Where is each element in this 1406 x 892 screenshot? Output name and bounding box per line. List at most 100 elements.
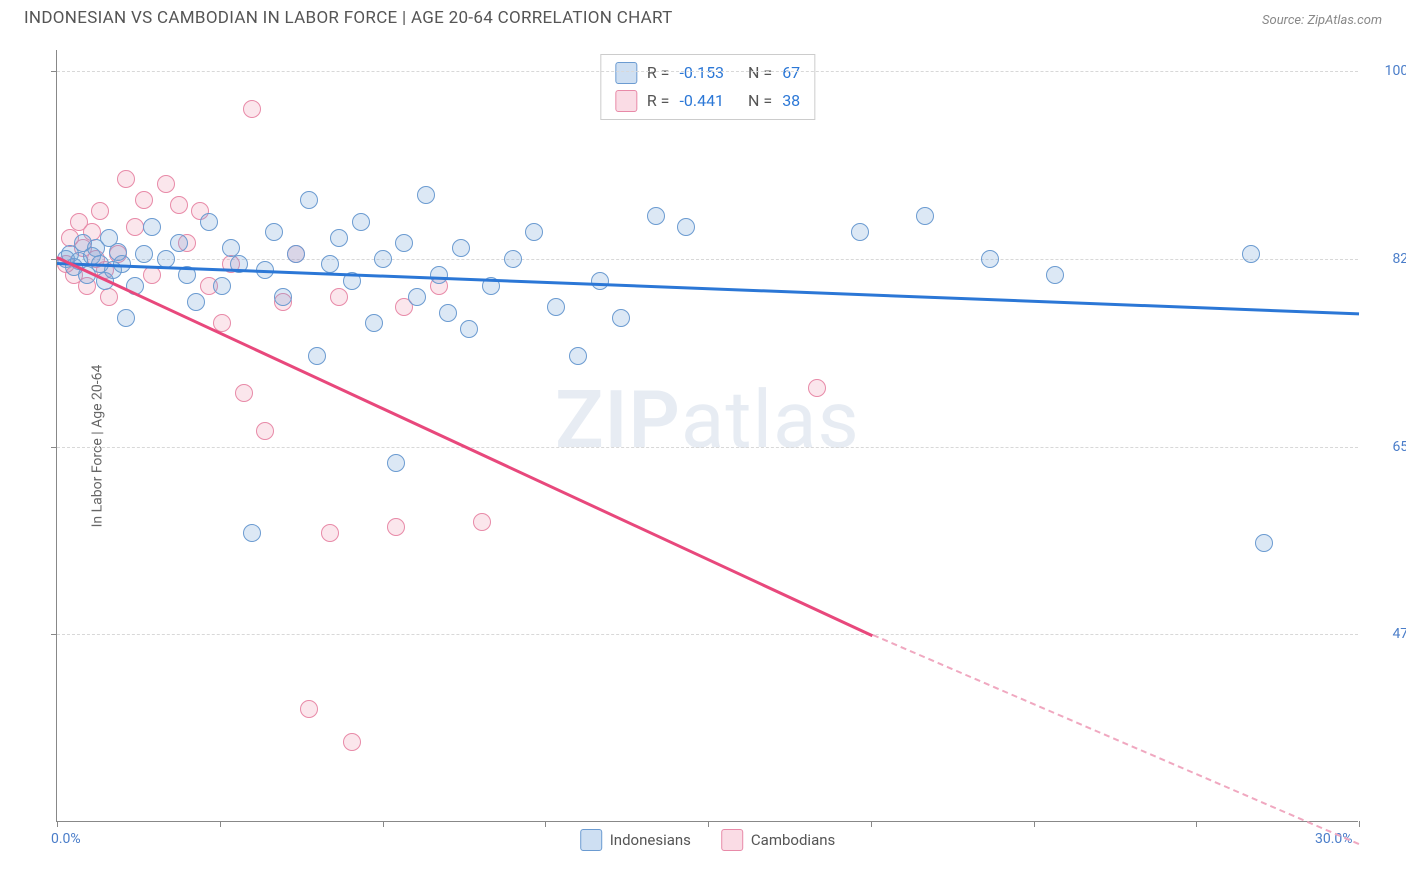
x-tick <box>1034 821 1035 827</box>
data-point <box>430 266 448 284</box>
gridline <box>57 634 1358 635</box>
data-point <box>213 277 231 295</box>
gridline <box>57 447 1358 448</box>
data-point <box>417 186 435 204</box>
data-point <box>525 223 543 241</box>
x-tick <box>1196 821 1197 827</box>
data-point <box>170 196 188 214</box>
x-tick <box>57 821 58 827</box>
data-point <box>330 229 348 247</box>
series-legend: Indonesians Cambodians <box>580 829 836 851</box>
r-label: R = <box>647 59 670 87</box>
data-point <box>395 234 413 252</box>
y-tick <box>51 71 57 72</box>
data-point <box>287 245 305 263</box>
data-point <box>300 700 318 718</box>
data-point <box>91 202 109 220</box>
swatch-blue-icon <box>615 62 637 84</box>
gridline <box>57 259 1358 260</box>
data-point <box>135 191 153 209</box>
swatch-pink-icon <box>615 90 637 112</box>
data-point <box>100 288 118 306</box>
n-value-cambodians: 38 <box>782 87 800 115</box>
gridline <box>57 71 1358 72</box>
data-point <box>143 218 161 236</box>
legend-item-cambodians: Cambodians <box>721 829 835 851</box>
data-point <box>452 239 470 257</box>
data-point <box>387 454 405 472</box>
legend-row-cambodians: R = -0.441 N = 38 <box>615 87 800 115</box>
data-point <box>352 213 370 231</box>
x-tick <box>871 821 872 827</box>
data-point <box>157 175 175 193</box>
r-value-cambodians: -0.441 <box>679 87 724 115</box>
r-value-indonesians: -0.153 <box>679 59 724 87</box>
y-tick <box>51 447 57 448</box>
swatch-blue-icon <box>580 829 602 851</box>
scatter-plot-area: ZIPatlas R = -0.153 N = 67 R = -0.441 N … <box>56 50 1358 822</box>
data-point <box>308 347 326 365</box>
data-point <box>981 250 999 268</box>
data-point <box>343 733 361 751</box>
legend-item-indonesians: Indonesians <box>580 829 691 851</box>
data-point <box>274 288 292 306</box>
data-point <box>1046 266 1064 284</box>
data-point <box>135 245 153 263</box>
data-point <box>547 298 565 316</box>
data-point <box>170 234 188 252</box>
data-point <box>569 347 587 365</box>
r-label: R = <box>647 87 670 115</box>
data-point <box>243 100 261 118</box>
source-value: ZipAtlas.com <box>1307 13 1382 28</box>
chart-title: INDONESIAN VS CAMBODIAN IN LABOR FORCE |… <box>24 8 673 28</box>
data-point <box>1242 245 1260 263</box>
data-point <box>265 223 283 241</box>
data-point <box>143 266 161 284</box>
n-label: N = <box>748 59 772 87</box>
data-point <box>647 207 665 225</box>
trend-line <box>57 262 1359 315</box>
data-point <box>916 207 934 225</box>
source-label: Source: <box>1262 13 1307 28</box>
source-attribution: Source: ZipAtlas.com <box>1262 9 1382 28</box>
y-tick-label: 82.5% <box>1366 251 1406 267</box>
data-point <box>851 223 869 241</box>
x-tick <box>708 821 709 827</box>
data-point <box>117 309 135 327</box>
x-tick <box>383 821 384 827</box>
y-tick-label: 65.0% <box>1366 439 1406 455</box>
legend-label: Indonesians <box>610 831 691 849</box>
swatch-pink-icon <box>721 829 743 851</box>
data-point <box>300 191 318 209</box>
data-point <box>321 524 339 542</box>
data-point <box>256 422 274 440</box>
data-point <box>243 524 261 542</box>
legend-label: Cambodians <box>751 831 835 849</box>
data-point <box>677 218 695 236</box>
trend-line <box>873 634 1360 845</box>
x-tick <box>1359 821 1360 827</box>
y-tick-label: 47.5% <box>1366 626 1406 642</box>
x-tick <box>545 821 546 827</box>
data-point <box>374 250 392 268</box>
watermark-bold: ZIP <box>555 373 681 467</box>
data-point <box>387 518 405 536</box>
data-point <box>117 170 135 188</box>
data-point <box>460 320 478 338</box>
y-tick-label: 100.0% <box>1366 63 1406 79</box>
n-value-indonesians: 67 <box>782 59 800 87</box>
data-point <box>1255 534 1273 552</box>
y-tick <box>51 634 57 635</box>
x-tick-label: 0.0% <box>51 831 81 847</box>
legend-row-indonesians: R = -0.153 N = 67 <box>615 59 800 87</box>
data-point <box>321 255 339 273</box>
data-point <box>200 213 218 231</box>
data-point <box>330 288 348 306</box>
watermark-light: atlas <box>681 373 860 467</box>
data-point <box>473 513 491 531</box>
data-point <box>504 250 522 268</box>
data-point <box>591 272 609 290</box>
correlation-legend: R = -0.153 N = 67 R = -0.441 N = 38 <box>600 54 815 120</box>
n-label: N = <box>748 87 772 115</box>
data-point <box>808 379 826 397</box>
